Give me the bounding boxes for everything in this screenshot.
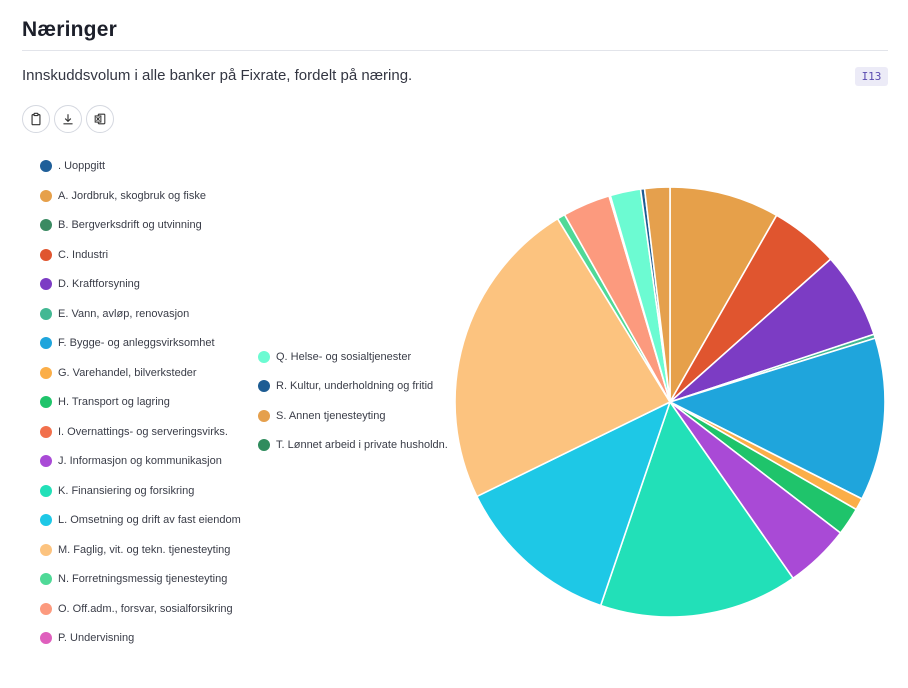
legend-swatch [40, 307, 52, 320]
legend-item[interactable]: J. Informasjon og kommunikasjon [40, 455, 222, 467]
legend-swatch [258, 438, 270, 451]
legend-swatch [40, 543, 52, 556]
legend-item[interactable]: G. Varehandel, bilverksteder [40, 366, 197, 379]
legend-label: E. Vann, avløp, renovasjon [58, 307, 190, 320]
excel-icon [94, 113, 106, 125]
copy-button[interactable] [22, 105, 50, 133]
legend-swatch [40, 248, 52, 261]
legend-label: G. Varehandel, bilverksteder [58, 366, 197, 379]
legend-item[interactable]: H. Transport og lagring [40, 396, 170, 408]
page-title: Næringer [22, 18, 117, 41]
legend-item[interactable]: D. Kraftforsyning [40, 278, 140, 290]
pie-slice[interactable] [669, 337, 886, 500]
legend-label: R. Kultur, underholdning og fritid [276, 380, 434, 393]
legend-swatch [40, 189, 52, 202]
legend-label: F. Bygge- og anleggsvirksomhet [58, 337, 215, 349]
title-divider [22, 50, 888, 51]
legend-swatch [40, 425, 52, 438]
legend-label: N. Forretningsmessig tjenesteyting [58, 573, 228, 585]
legend-swatch [40, 514, 52, 526]
pie-slice[interactable] [476, 401, 671, 607]
legend-item[interactable]: I. Overnattings- og serveringsvirks. [40, 425, 228, 438]
legend-item[interactable]: O. Off.adm., forsvar, sosialforsikring [40, 602, 233, 615]
legend-label: D. Kraftforsyning [58, 278, 140, 290]
legend-label: H. Transport og lagring [58, 396, 170, 408]
legend-label: C. Industri [58, 248, 109, 261]
legend-swatch [40, 366, 52, 379]
legend-item[interactable]: M. Faglig, vit. og tekn. tjenesteyting [40, 543, 231, 556]
legend-label: A. Jordbruk, skogbruk og fiske [58, 189, 206, 202]
legend-item[interactable]: K. Finansiering og forsikring [40, 484, 195, 497]
legend-swatch [40, 632, 52, 644]
legend-swatch [40, 396, 52, 408]
legend-item[interactable]: Q. Helse- og sosialtjenester [258, 351, 411, 363]
legend-label: L. Omsetning og drift av fast eiendom [58, 514, 241, 526]
legend-item[interactable]: F. Bygge- og anleggsvirksomhet [40, 337, 215, 349]
legend-item[interactable]: T. Lønnet arbeid i private husholdn. [258, 438, 448, 451]
legend-label: O. Off.adm., forsvar, sosialforsikring [58, 602, 233, 615]
legend-item[interactable]: A. Jordbruk, skogbruk og fiske [40, 189, 206, 202]
legend-item[interactable]: N. Forretningsmessig tjenesteyting [40, 573, 227, 585]
legend-swatch [40, 455, 52, 467]
legend-item[interactable]: S. Annen tjenesteyting [258, 409, 386, 422]
legend-swatch [40, 160, 52, 172]
download-button[interactable] [54, 105, 82, 133]
legend-label: . Uoppgitt [58, 160, 106, 172]
pie-slice[interactable] [643, 186, 671, 403]
legend-item[interactable]: L. Omsetning og drift av fast eiendom [40, 514, 241, 526]
legend-label: Q. Helse- og sosialtjenester [276, 351, 412, 363]
legend-swatch [258, 380, 270, 393]
legend-item[interactable]: B. Bergverksdrift og utvinning [40, 219, 202, 231]
legend-label: S. Annen tjenesteyting [276, 409, 386, 422]
legend-label: T. Lønnet arbeid i private husholdn. [276, 438, 448, 451]
legend-label: M. Faglig, vit. og tekn. tjenesteyting [58, 543, 231, 556]
download-icon [63, 114, 73, 125]
chart-id-badge: I13 [855, 67, 888, 86]
legend-swatch [40, 278, 52, 290]
legend-swatch [40, 484, 52, 497]
legend-swatch [258, 351, 270, 363]
legend-item[interactable]: . Uoppgitt [40, 160, 105, 172]
chart-toolbar [22, 105, 114, 133]
legend-label: J. Informasjon og kommunikasjon [58, 455, 222, 467]
legend-item[interactable]: R. Kultur, underholdning og fritid [258, 380, 434, 393]
pie-slice[interactable] [599, 401, 794, 618]
legend-swatch [40, 337, 52, 349]
legend-swatch [40, 602, 52, 615]
legend-item[interactable]: C. Industri [40, 248, 109, 261]
legend-swatch [258, 409, 270, 422]
excel-export-button[interactable] [86, 105, 114, 133]
pie-slice[interactable] [669, 186, 778, 403]
pie-slice[interactable] [454, 217, 671, 498]
legend-label: P. Undervisning [58, 632, 135, 644]
legend-label: I. Overnattings- og serveringsvirks. [58, 425, 228, 438]
legend-swatch [40, 219, 52, 231]
legend-item[interactable]: P. Undervisning [40, 632, 134, 644]
clipboard-icon [31, 112, 41, 126]
legend-item[interactable]: E. Vann, avløp, renovasjon [40, 307, 190, 320]
legend-label: B. Bergverksdrift og utvinning [58, 219, 202, 231]
chart-subtitle: Innskuddsvolum i alle banker på Fixrate,… [22, 67, 413, 84]
pie-chart [454, 186, 886, 618]
legend-label: K. Finansiering og forsikring [58, 484, 195, 497]
legend-swatch [40, 573, 52, 585]
